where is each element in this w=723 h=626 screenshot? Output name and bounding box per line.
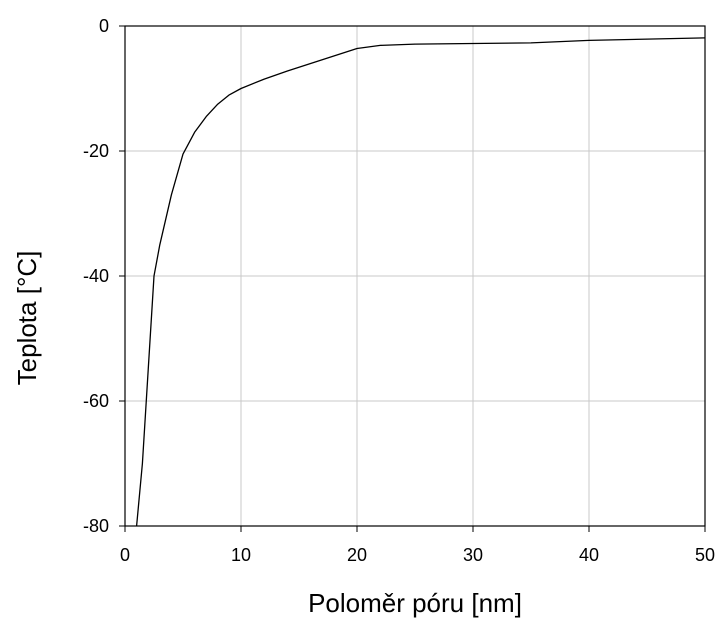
- x-tick-label: 10: [231, 545, 251, 565]
- series-group: [135, 37, 706, 527]
- x-tick-label: 30: [463, 545, 483, 565]
- y-tick-label: 0: [99, 16, 109, 36]
- y-axis-label: Teplota [°C]: [12, 251, 42, 386]
- x-tick-label: 0: [120, 545, 130, 565]
- x-axis-label: Poloměr póru [nm]: [308, 588, 522, 618]
- y-tick-labels: 0 -20 -40 -60 -80: [83, 16, 109, 536]
- axis-ticks: [119, 25, 706, 532]
- x-tick-label: 20: [347, 545, 367, 565]
- y-tick-label: -60: [83, 391, 109, 411]
- x-tick-label: 50: [695, 545, 715, 565]
- y-tick-label: -80: [83, 516, 109, 536]
- y-tick-label: -20: [83, 141, 109, 161]
- y-tick-label: -40: [83, 266, 109, 286]
- series-line: [135, 37, 706, 527]
- x-tick-labels: 0 10 20 30 40 50: [120, 545, 715, 565]
- x-tick-label: 40: [579, 545, 599, 565]
- grid-lines: [125, 26, 705, 526]
